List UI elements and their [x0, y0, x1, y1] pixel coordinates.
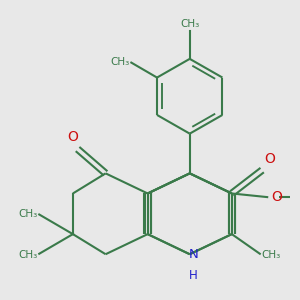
Text: CH₃: CH₃ [19, 208, 38, 219]
Text: CH₃: CH₃ [261, 250, 280, 260]
Text: CH₃: CH₃ [19, 250, 38, 260]
Text: H: H [189, 269, 198, 282]
Text: CH₃: CH₃ [111, 57, 130, 67]
Text: CH₃: CH₃ [180, 20, 200, 29]
Text: O: O [271, 190, 282, 204]
Text: N: N [189, 248, 198, 261]
Text: O: O [265, 152, 275, 167]
Text: O: O [68, 130, 78, 144]
